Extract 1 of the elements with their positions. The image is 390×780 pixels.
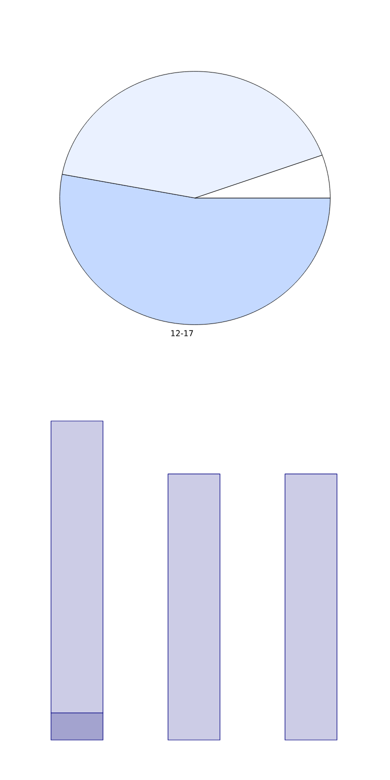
slice-label: 12-17 [171,330,193,336]
